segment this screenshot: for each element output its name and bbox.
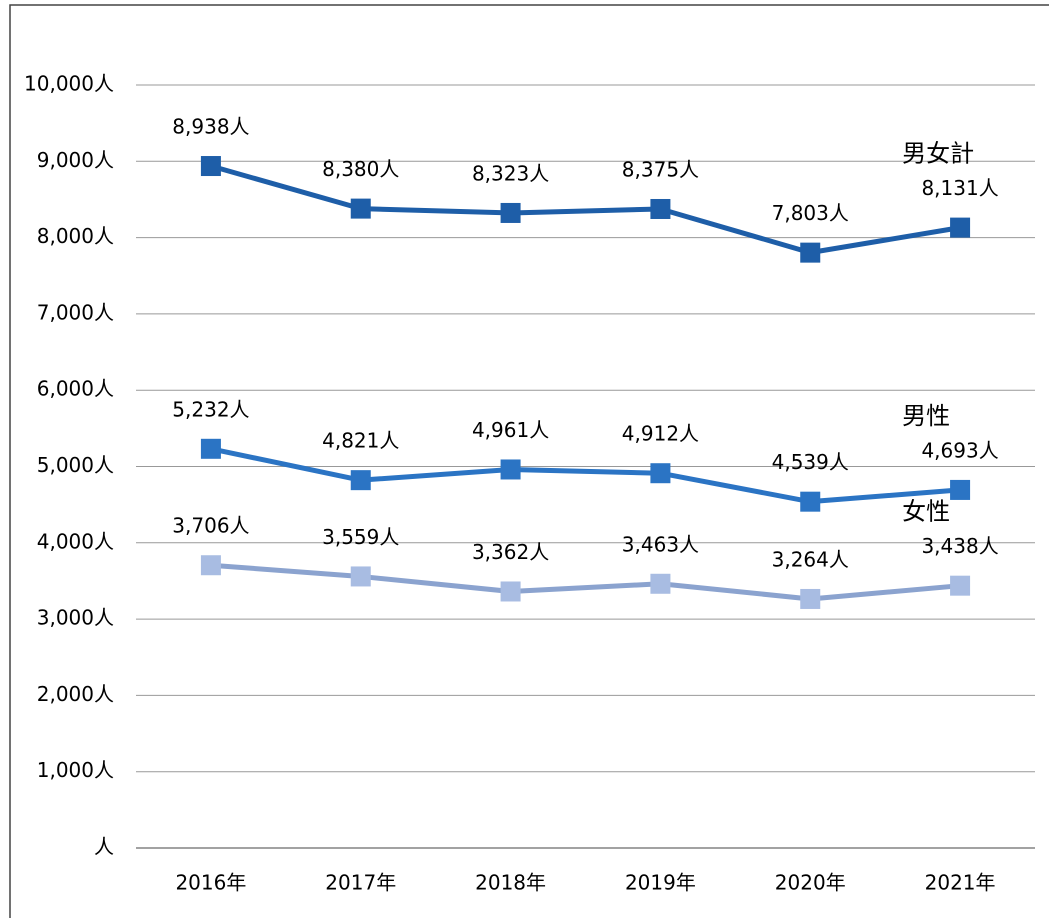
series-label: 男性	[902, 402, 950, 430]
data-label: 3,362人	[472, 540, 549, 564]
marker	[650, 463, 671, 484]
marker	[650, 198, 671, 219]
data-label: 4,539人	[772, 450, 849, 474]
x-tick-label: 2020年	[775, 871, 846, 895]
data-label: 4,912人	[622, 422, 699, 446]
y-tick-label: 10,000人	[24, 72, 114, 96]
marker	[200, 555, 221, 576]
data-label: 3,559人	[322, 525, 399, 549]
data-label: 8,375人	[622, 157, 699, 181]
y-tick-label: 8,000人	[37, 224, 114, 248]
x-tick-label: 2016年	[175, 871, 246, 895]
marker	[350, 198, 371, 219]
marker	[800, 242, 821, 263]
y-tick-label: 2,000人	[37, 682, 114, 706]
line	[210, 562, 961, 602]
marker	[800, 588, 821, 609]
data-label: 3,438人	[921, 534, 998, 558]
data-label: 8,323人	[472, 161, 549, 185]
y-tick-label: 7,000人	[37, 300, 114, 324]
line	[210, 163, 961, 256]
x-tick-label: 2019年	[625, 871, 696, 895]
marker	[800, 491, 821, 512]
y-tick-label: 人	[94, 835, 114, 859]
y-tick-label: 3,000人	[37, 606, 114, 630]
data-label: 4,693人	[921, 438, 998, 462]
y-tick-label: 9,000人	[37, 148, 114, 172]
data-label: 3,264人	[772, 547, 849, 571]
marker	[950, 217, 971, 238]
data-label: 8,938人	[172, 115, 249, 139]
x-tick-label: 2021年	[925, 871, 996, 895]
data-label: 8,131人	[921, 176, 998, 200]
marker	[950, 575, 971, 596]
y-tick-label: 5,000人	[37, 453, 114, 477]
marker	[950, 479, 971, 500]
data-label: 3,463人	[622, 532, 699, 556]
data-label: 3,706人	[172, 514, 249, 538]
marker	[350, 566, 371, 587]
marker	[350, 470, 371, 491]
marker	[500, 202, 521, 223]
line	[210, 446, 961, 505]
data-label: 8,380人	[322, 157, 399, 181]
series-label: 女性	[902, 498, 950, 526]
data-label: 4,961人	[472, 418, 549, 442]
data-label: 4,821人	[322, 429, 399, 453]
series-label: 男女計	[902, 140, 974, 168]
y-tick-label: 1,000人	[37, 758, 114, 782]
data-label: 5,232人	[172, 397, 249, 421]
x-tick-label: 2018年	[475, 871, 546, 895]
x-tick-label: 2017年	[325, 871, 396, 895]
data-label: 7,803人	[772, 201, 849, 225]
marker	[200, 438, 221, 459]
marker	[200, 156, 221, 177]
y-tick-label: 6,000人	[37, 377, 114, 401]
marker	[650, 573, 671, 594]
marker	[500, 581, 521, 602]
marker	[500, 459, 521, 480]
y-tick-label: 4,000人	[37, 529, 114, 553]
chart-frame	[9, 4, 1049, 918]
